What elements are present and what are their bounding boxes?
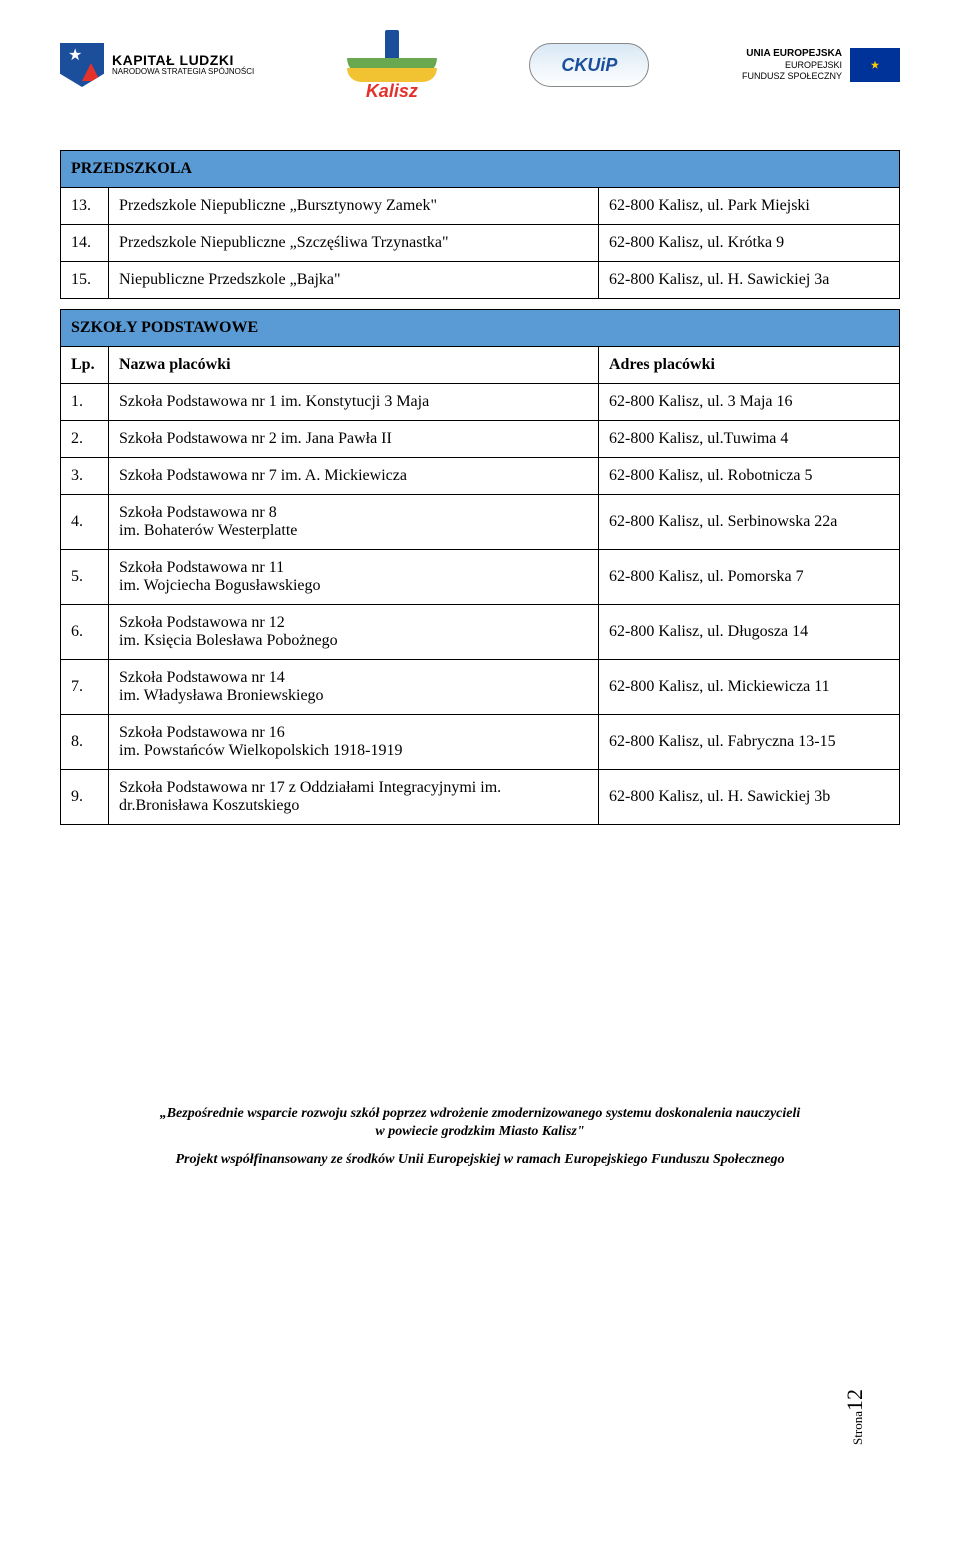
row-name: Przedszkole Niepubliczne „Bursztynowy Za… bbox=[109, 188, 599, 225]
row-addr: 62-800 Kalisz, ul. Mickiewicza 11 bbox=[599, 660, 900, 715]
table-row: 3.Szkoła Podstawowa nr 7 im. A. Mickiewi… bbox=[61, 458, 900, 495]
row-addr: 62-800 Kalisz, ul. Długosza 14 bbox=[599, 605, 900, 660]
column-headers: Lp. Nazwa placówki Adres placówki bbox=[61, 347, 900, 384]
footer-quote: „Bezpośrednie wsparcie rozwoju szkół pop… bbox=[60, 1105, 900, 1141]
row-lp: 15. bbox=[61, 262, 109, 299]
row-lp: 1. bbox=[61, 384, 109, 421]
kl-sub: NARODOWA STRATEGIA SPÓJNOŚCI bbox=[112, 68, 254, 77]
row-name: Szkoła Podstawowa nr 14im. Władysława Br… bbox=[109, 660, 599, 715]
table-row: 8.Szkoła Podstawowa nr 16im. Powstańców … bbox=[61, 715, 900, 770]
row-addr: 62-800 Kalisz, ul. H. Sawickiej 3a bbox=[599, 262, 900, 299]
row-lp: 8. bbox=[61, 715, 109, 770]
eu-l1: UNIA EUROPEJSKA bbox=[742, 48, 842, 60]
row-addr: 62-800 Kalisz, ul. Robotnicza 5 bbox=[599, 458, 900, 495]
ckuip-logo: CKUiP bbox=[529, 43, 649, 87]
table-row: 2.Szkoła Podstawowa nr 2 im. Jana Pawła … bbox=[61, 421, 900, 458]
row-lp: 4. bbox=[61, 495, 109, 550]
row-lp: 3. bbox=[61, 458, 109, 495]
kalisz-logo: Kalisz bbox=[347, 30, 437, 100]
table-row: 9.Szkoła Podstawowa nr 17 z Oddziałami I… bbox=[61, 770, 900, 825]
row-name: Szkoła Podstawowa nr 7 im. A. Mickiewicz… bbox=[109, 458, 599, 495]
kl-main: KAPITAŁ LUDZKI bbox=[112, 53, 254, 68]
col-addr: Adres placówki bbox=[599, 347, 900, 384]
footer-l1b: w powiecie grodzkim Miasto Kalisz" bbox=[375, 1124, 584, 1139]
row-name: Szkoła Podstawowa nr 12im. Księcia Boles… bbox=[109, 605, 599, 660]
row-addr: 62-800 Kalisz, ul. Serbinowska 22a bbox=[599, 495, 900, 550]
section-header-przedszkola: PRZEDSZKOLA bbox=[61, 151, 900, 188]
row-addr: 62-800 Kalisz, ul. H. Sawickiej 3b bbox=[599, 770, 900, 825]
section-title: PRZEDSZKOLA bbox=[61, 151, 900, 188]
row-lp: 14. bbox=[61, 225, 109, 262]
footer-l1a: „Bezpośrednie wsparcie rozwoju szkół pop… bbox=[160, 1106, 801, 1121]
col-lp: Lp. bbox=[61, 347, 109, 384]
przedszkola-table: PRZEDSZKOLA 13.Przedszkole Niepubliczne … bbox=[60, 150, 900, 299]
eu-l3: FUNDUSZ SPOŁECZNY bbox=[742, 71, 842, 82]
row-lp: 6. bbox=[61, 605, 109, 660]
row-lp: 5. bbox=[61, 550, 109, 605]
row-addr: 62-800 Kalisz, ul. Park Miejski bbox=[599, 188, 900, 225]
row-name: Niepubliczne Przedszkole „Bajka" bbox=[109, 262, 599, 299]
row-lp: 9. bbox=[61, 770, 109, 825]
page-num: 12 bbox=[842, 1389, 867, 1411]
row-name: Szkoła Podstawowa nr 2 im. Jana Pawła II bbox=[109, 421, 599, 458]
row-name: Szkoła Podstawowa nr 1 im. Konstytucji 3… bbox=[109, 384, 599, 421]
row-addr: 62-800 Kalisz, ul. Pomorska 7 bbox=[599, 550, 900, 605]
row-addr: 62-800 Kalisz, ul. Fabryczna 13-15 bbox=[599, 715, 900, 770]
page-number: Strona12 bbox=[842, 1389, 868, 1445]
eu-text: UNIA EUROPEJSKA EUROPEJSKI FUNDUSZ SPOŁE… bbox=[742, 48, 842, 82]
footer-project: Projekt współfinansowany ze środków Unii… bbox=[60, 1151, 900, 1169]
kl-star-icon bbox=[60, 43, 104, 87]
row-addr: 62-800 Kalisz, ul. 3 Maja 16 bbox=[599, 384, 900, 421]
row-name: Przedszkole Niepubliczne „Szczęśliwa Trz… bbox=[109, 225, 599, 262]
section-title: SZKOŁY PODSTAWOWE bbox=[61, 310, 900, 347]
col-name: Nazwa placówki bbox=[109, 347, 599, 384]
row-name: Szkoła Podstawowa nr 16im. Powstańców Wi… bbox=[109, 715, 599, 770]
row-name: Szkoła Podstawowa nr 11im. Wojciecha Bog… bbox=[109, 550, 599, 605]
kalisz-text: Kalisz bbox=[347, 81, 437, 102]
row-lp: 2. bbox=[61, 421, 109, 458]
table-row: 14.Przedszkole Niepubliczne „Szczęśliwa … bbox=[61, 225, 900, 262]
table-row: 7.Szkoła Podstawowa nr 14im. Władysława … bbox=[61, 660, 900, 715]
eu-flag-icon: ⋆ bbox=[850, 48, 900, 82]
section-header-szkoly: SZKOŁY PODSTAWOWE bbox=[61, 310, 900, 347]
row-name: Szkoła Podstawowa nr 17 z Oddziałami Int… bbox=[109, 770, 599, 825]
row-addr: 62-800 Kalisz, ul. Krótka 9 bbox=[599, 225, 900, 262]
szkoly-table: SZKOŁY PODSTAWOWE Lp. Nazwa placówki Adr… bbox=[60, 309, 900, 825]
page-label: Strona bbox=[850, 1411, 865, 1445]
row-lp: 13. bbox=[61, 188, 109, 225]
table-row: 15.Niepubliczne Przedszkole „Bajka"62-80… bbox=[61, 262, 900, 299]
table-row: 4.Szkoła Podstawowa nr 8im. Bohaterów We… bbox=[61, 495, 900, 550]
table-row: 1.Szkoła Podstawowa nr 1 im. Konstytucji… bbox=[61, 384, 900, 421]
row-name: Szkoła Podstawowa nr 8im. Bohaterów West… bbox=[109, 495, 599, 550]
kl-text: KAPITAŁ LUDZKI NARODOWA STRATEGIA SPÓJNO… bbox=[112, 53, 254, 77]
table-row: 5.Szkoła Podstawowa nr 11im. Wojciecha B… bbox=[61, 550, 900, 605]
table-row: 13.Przedszkole Niepubliczne „Bursztynowy… bbox=[61, 188, 900, 225]
kapital-ludzki-logo: KAPITAŁ LUDZKI NARODOWA STRATEGIA SPÓJNO… bbox=[60, 43, 254, 87]
row-addr: 62-800 Kalisz, ul.Tuwima 4 bbox=[599, 421, 900, 458]
eu-logo: UNIA EUROPEJSKA EUROPEJSKI FUNDUSZ SPOŁE… bbox=[742, 48, 900, 82]
row-lp: 7. bbox=[61, 660, 109, 715]
ckuip-text: CKUiP bbox=[561, 55, 617, 76]
table-row: 6.Szkoła Podstawowa nr 12im. Księcia Bol… bbox=[61, 605, 900, 660]
eu-l2: EUROPEJSKI bbox=[742, 60, 842, 71]
footer: „Bezpośrednie wsparcie rozwoju szkół pop… bbox=[60, 1105, 900, 1170]
logo-header: KAPITAŁ LUDZKI NARODOWA STRATEGIA SPÓJNO… bbox=[60, 30, 900, 100]
